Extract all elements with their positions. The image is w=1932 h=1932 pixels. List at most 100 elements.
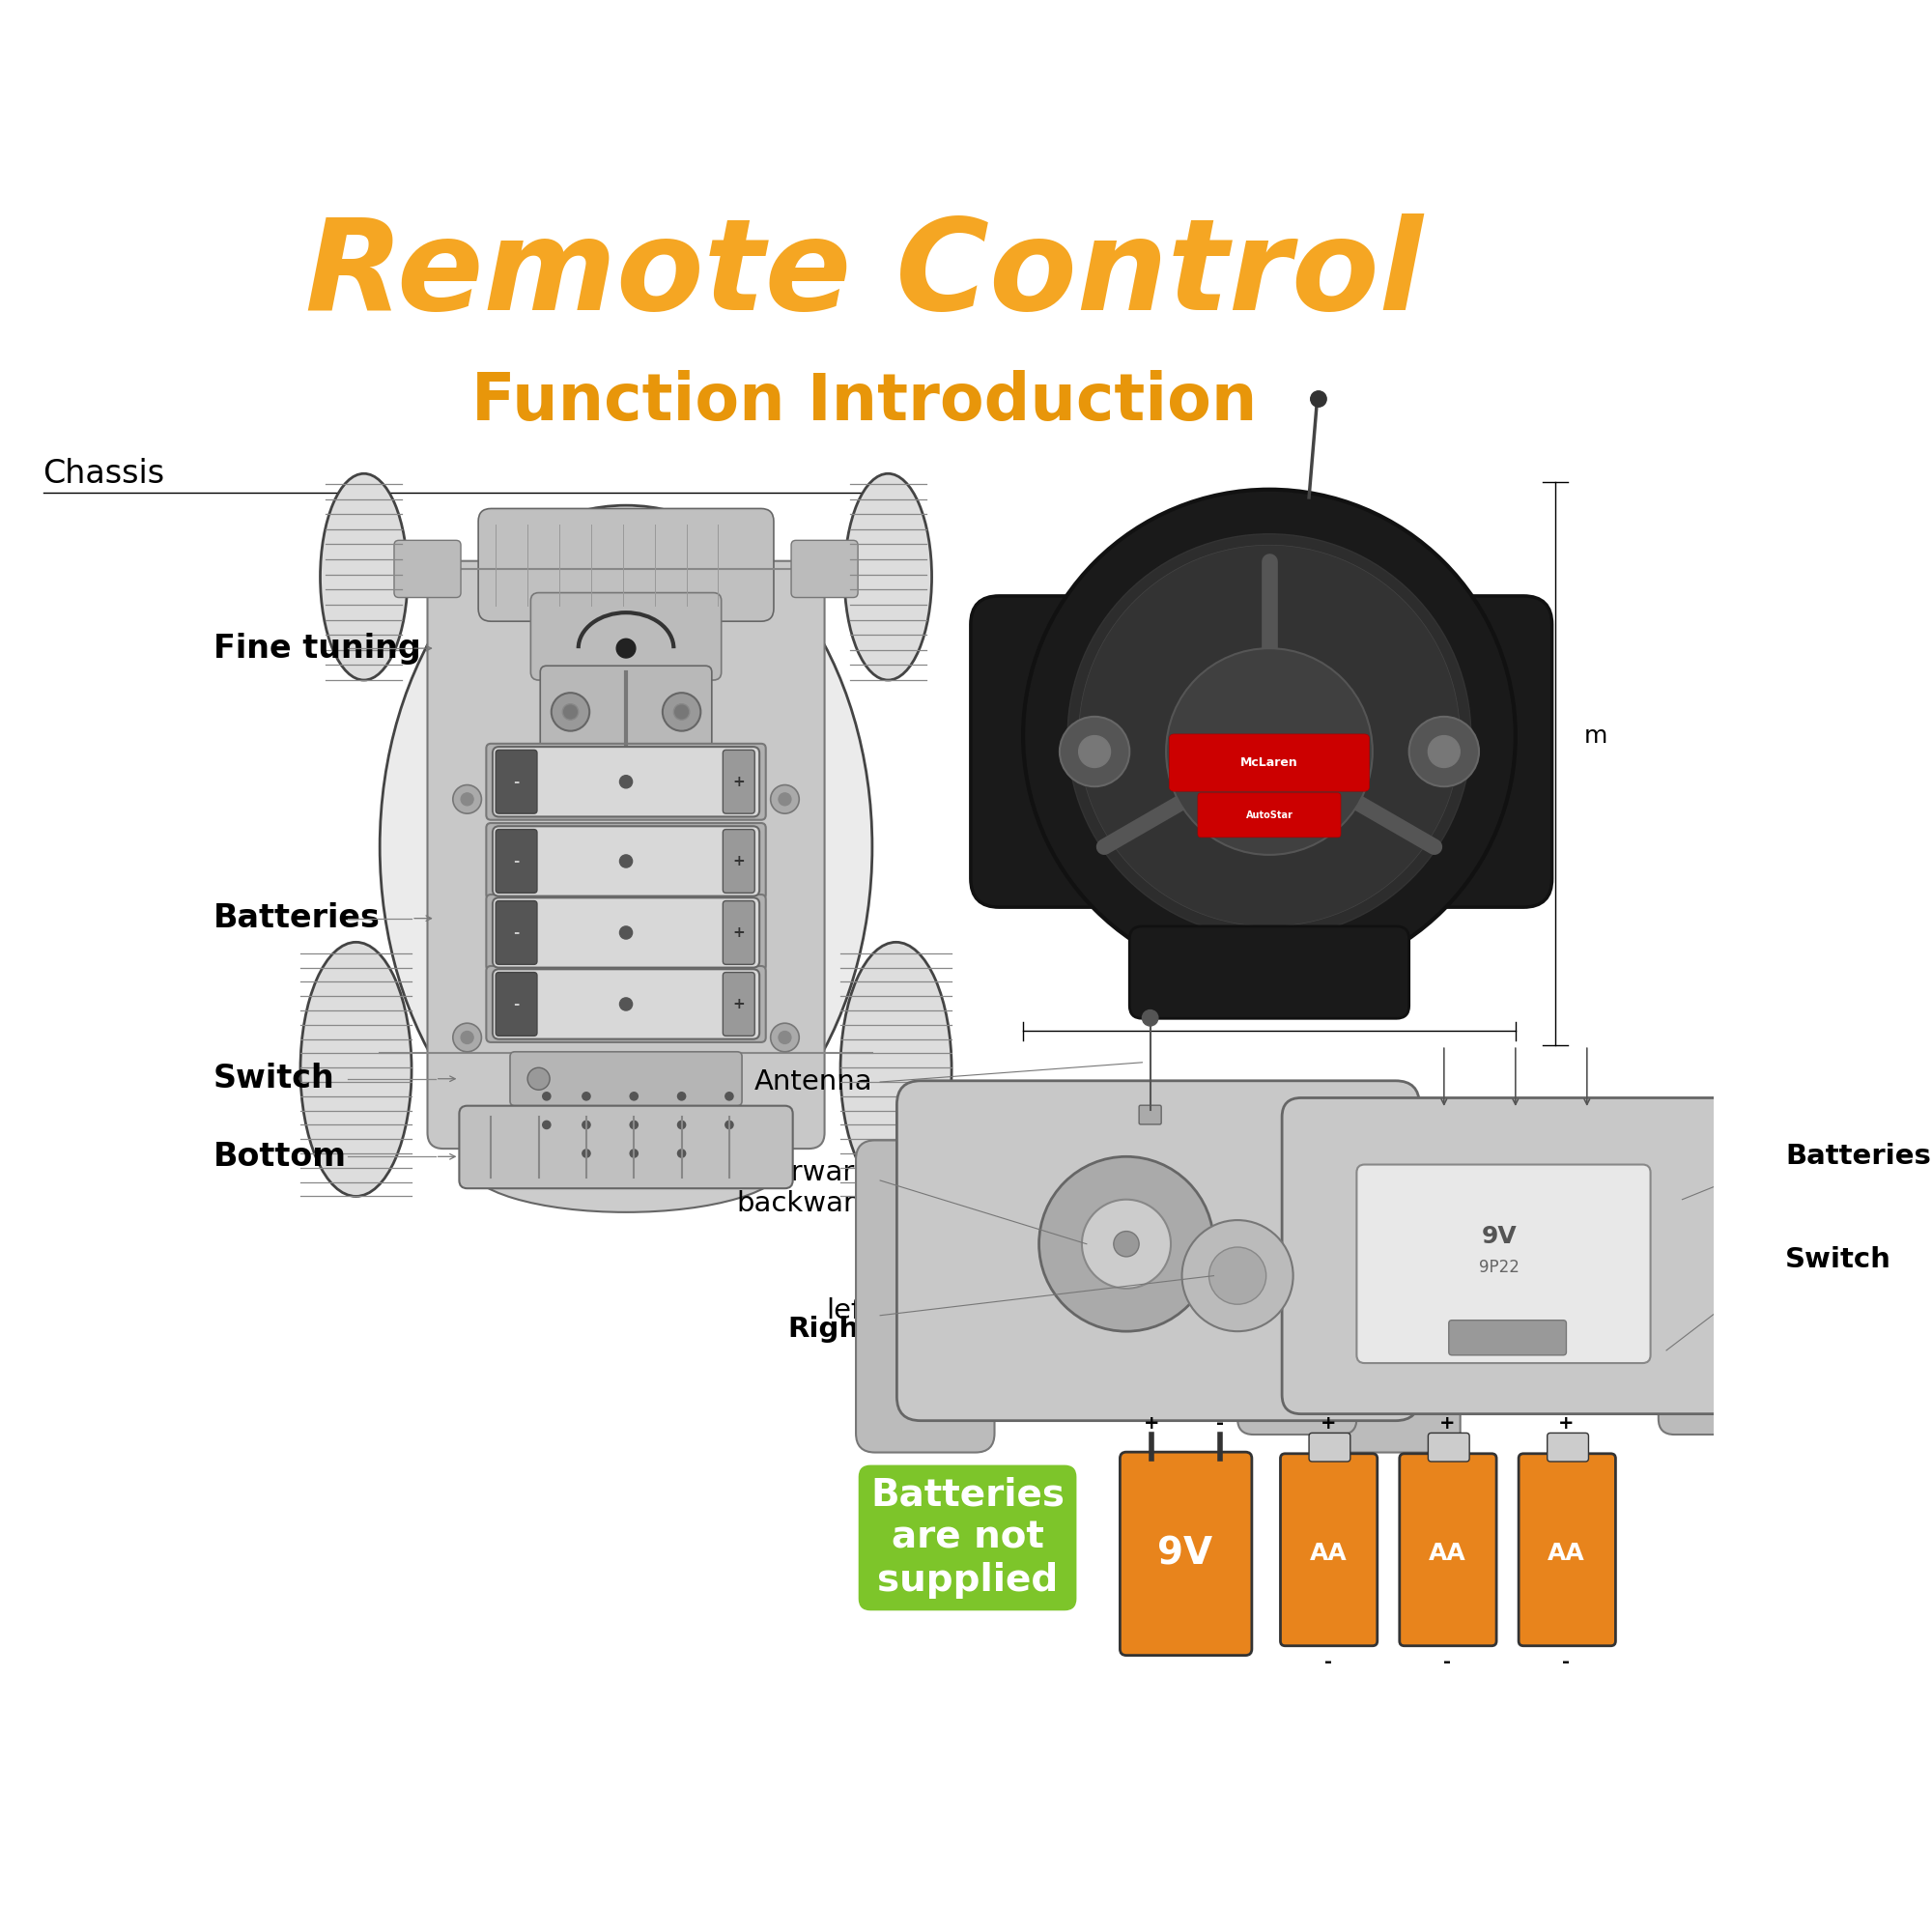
Circle shape xyxy=(678,1121,686,1128)
FancyBboxPatch shape xyxy=(1281,1453,1378,1646)
Circle shape xyxy=(674,703,690,721)
Circle shape xyxy=(582,1092,591,1099)
Circle shape xyxy=(1113,1231,1140,1256)
Ellipse shape xyxy=(468,1117,784,1211)
FancyBboxPatch shape xyxy=(394,541,462,597)
Text: AutoStar: AutoStar xyxy=(1246,810,1293,819)
FancyBboxPatch shape xyxy=(493,748,759,817)
FancyBboxPatch shape xyxy=(723,900,755,964)
Circle shape xyxy=(779,792,792,806)
Text: Batteries: Batteries xyxy=(1785,1144,1932,1171)
Text: -: - xyxy=(514,854,520,867)
FancyBboxPatch shape xyxy=(497,750,537,813)
Ellipse shape xyxy=(321,473,408,680)
Circle shape xyxy=(551,694,589,730)
FancyBboxPatch shape xyxy=(510,1051,742,1105)
Circle shape xyxy=(771,1024,800,1051)
Text: Antenna: Antenna xyxy=(753,1068,871,1095)
FancyBboxPatch shape xyxy=(1449,1320,1567,1354)
Circle shape xyxy=(724,1121,734,1128)
Circle shape xyxy=(678,1092,686,1099)
FancyBboxPatch shape xyxy=(1238,1150,1356,1435)
FancyBboxPatch shape xyxy=(1356,1165,1650,1364)
Circle shape xyxy=(1310,390,1327,408)
Circle shape xyxy=(1209,1248,1265,1304)
Circle shape xyxy=(562,703,578,721)
Circle shape xyxy=(620,997,632,1010)
FancyBboxPatch shape xyxy=(487,823,765,898)
Circle shape xyxy=(527,1068,551,1090)
Text: -: - xyxy=(514,775,520,788)
Text: Batteries: Batteries xyxy=(213,902,381,935)
FancyBboxPatch shape xyxy=(1658,1150,1777,1435)
Circle shape xyxy=(452,784,481,813)
Text: +: + xyxy=(732,997,746,1010)
Text: -: - xyxy=(1563,1652,1571,1671)
Circle shape xyxy=(1167,649,1372,854)
FancyBboxPatch shape xyxy=(493,827,759,896)
FancyBboxPatch shape xyxy=(792,541,858,597)
Circle shape xyxy=(462,792,473,806)
Text: -: - xyxy=(514,925,520,939)
Text: -: - xyxy=(1323,1652,1331,1671)
FancyBboxPatch shape xyxy=(497,972,537,1036)
FancyBboxPatch shape xyxy=(723,750,755,813)
Text: +: + xyxy=(732,854,746,867)
FancyBboxPatch shape xyxy=(427,560,825,1150)
FancyBboxPatch shape xyxy=(541,667,711,757)
Text: +: + xyxy=(1144,1414,1159,1434)
Text: Forward
backward: Forward backward xyxy=(736,1159,871,1217)
FancyBboxPatch shape xyxy=(1121,1453,1252,1656)
Circle shape xyxy=(1039,1157,1213,1331)
Circle shape xyxy=(630,1092,638,1099)
Text: Bottom: Bottom xyxy=(213,1140,346,1173)
Circle shape xyxy=(779,1032,792,1043)
Circle shape xyxy=(543,1092,551,1099)
Text: 9V: 9V xyxy=(1482,1225,1517,1248)
Circle shape xyxy=(582,1150,591,1157)
Circle shape xyxy=(724,1092,734,1099)
FancyBboxPatch shape xyxy=(460,1105,792,1188)
Ellipse shape xyxy=(381,506,871,1188)
Text: +: + xyxy=(732,925,746,939)
Text: Remote Control: Remote Control xyxy=(305,214,1424,336)
FancyBboxPatch shape xyxy=(1310,1434,1350,1463)
Circle shape xyxy=(771,784,800,813)
Circle shape xyxy=(620,775,632,788)
Text: left: left xyxy=(827,1296,871,1323)
Circle shape xyxy=(543,1121,551,1128)
FancyBboxPatch shape xyxy=(1140,1105,1161,1124)
Text: -: - xyxy=(1443,1652,1451,1671)
Text: Right: Right xyxy=(786,1316,871,1343)
FancyBboxPatch shape xyxy=(1283,1097,1733,1414)
FancyBboxPatch shape xyxy=(896,1080,1420,1420)
Text: AA: AA xyxy=(1310,1542,1347,1565)
FancyBboxPatch shape xyxy=(1428,1434,1470,1463)
FancyBboxPatch shape xyxy=(1130,925,1408,1018)
Circle shape xyxy=(1078,545,1461,925)
FancyBboxPatch shape xyxy=(1548,1434,1588,1463)
Ellipse shape xyxy=(840,943,952,1196)
Text: Chassis: Chassis xyxy=(43,458,164,489)
Circle shape xyxy=(1059,717,1130,786)
FancyBboxPatch shape xyxy=(497,900,537,964)
Text: +: + xyxy=(1320,1414,1337,1434)
FancyBboxPatch shape xyxy=(1321,1140,1461,1453)
Circle shape xyxy=(582,1121,591,1128)
FancyBboxPatch shape xyxy=(487,895,765,970)
FancyBboxPatch shape xyxy=(723,829,755,893)
Text: McLaren: McLaren xyxy=(1240,757,1298,769)
Circle shape xyxy=(1082,1200,1171,1289)
FancyBboxPatch shape xyxy=(1519,1453,1615,1646)
Circle shape xyxy=(630,1121,638,1128)
Text: +: + xyxy=(1439,1414,1455,1434)
Text: 9V: 9V xyxy=(1157,1536,1213,1573)
Text: Switch: Switch xyxy=(1785,1246,1891,1273)
Text: AA: AA xyxy=(1548,1542,1584,1565)
Circle shape xyxy=(462,1032,473,1043)
FancyBboxPatch shape xyxy=(970,595,1163,908)
FancyBboxPatch shape xyxy=(723,972,755,1036)
Circle shape xyxy=(1428,736,1461,767)
Text: -: - xyxy=(514,997,520,1010)
Circle shape xyxy=(663,694,701,730)
